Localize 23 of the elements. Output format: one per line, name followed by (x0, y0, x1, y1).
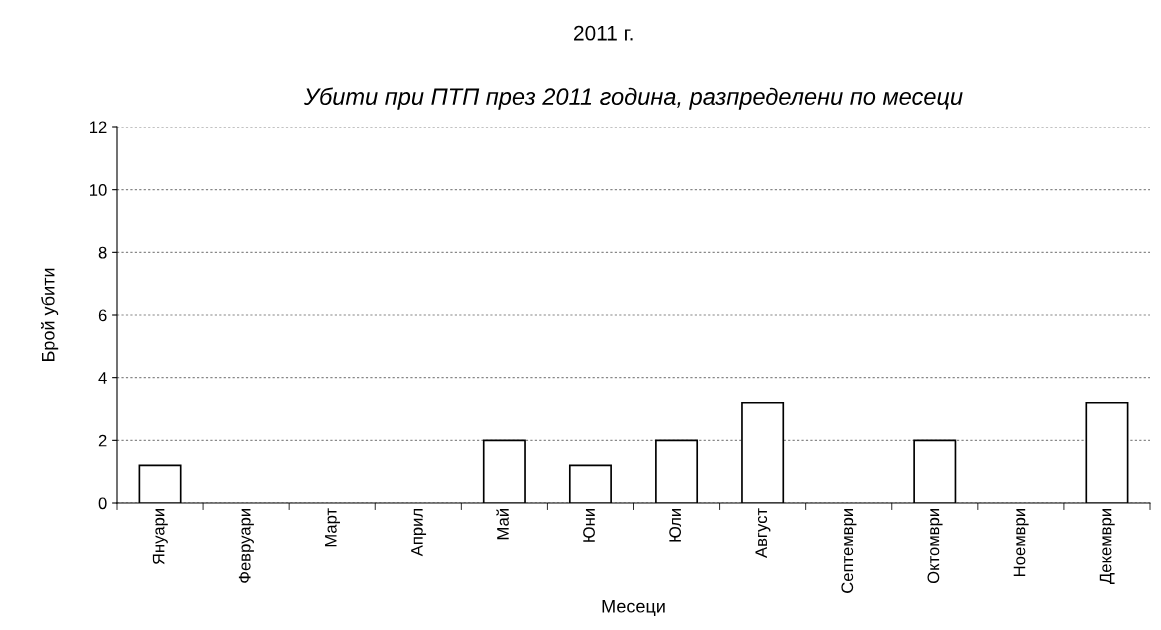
x-tick-label: Ноември (1013, 509, 1029, 576)
y-axis-title: Брой убити (41, 268, 59, 362)
x-tick-label: Януари (152, 509, 168, 565)
x-tick-label: Март (325, 508, 340, 547)
y-tick-label: 10 (90, 184, 107, 196)
y-tick-label: 8 (98, 246, 107, 259)
y-tick-label: 12 (90, 121, 107, 134)
y-tick-label: 0 (98, 497, 107, 510)
y-tick-label: 4 (98, 372, 107, 384)
chart-subtitle: 2011 г. (574, 25, 633, 41)
chart-title: Убити при ПТП през 2011 година, разпределени по месеци (303, 87, 963, 110)
x-tick-label: Декември (1099, 509, 1115, 584)
x-axis-title: Месеци (602, 600, 665, 617)
x-tick-label: Септември (841, 509, 857, 593)
x-tick-label: Октомври (927, 509, 943, 584)
x-tick-label: Юли (669, 509, 682, 542)
x-tick-label: Февруари (238, 509, 254, 583)
x-tick-label: Август (755, 508, 771, 558)
y-tick-label: 6 (98, 309, 107, 322)
y-tick-label: 2 (98, 434, 107, 447)
x-tick-label: Април (411, 509, 427, 557)
x-tick-label: Май (496, 509, 509, 540)
x-tick-label: Юни (583, 509, 595, 542)
